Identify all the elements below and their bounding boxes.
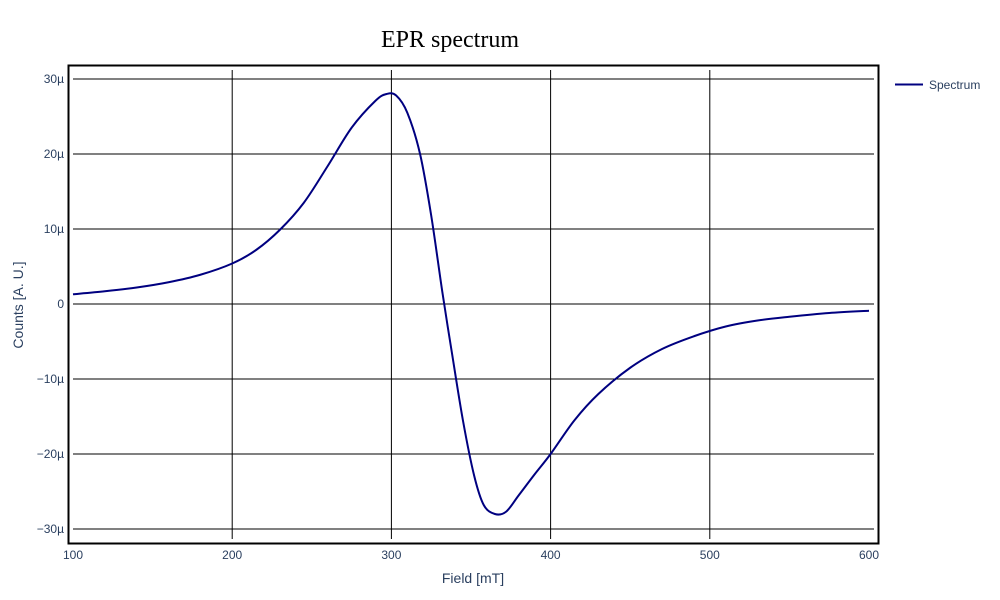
x-tick-label: 400 bbox=[541, 548, 561, 562]
legend-label-spectrum: Spectrum bbox=[929, 78, 980, 92]
x-tick-label: 300 bbox=[381, 548, 401, 562]
y-tick-label: 30µ bbox=[44, 72, 64, 86]
y-tick-label: 0 bbox=[57, 297, 64, 311]
tick-labels: 100 200 300 400 500 600 −30µ −20µ −10µ 0 10µ 20µ 30µ bbox=[37, 72, 880, 562]
grid bbox=[73, 70, 874, 539]
y-axis-title: Counts [A. U.] bbox=[10, 261, 26, 348]
y-tick-label: 20µ bbox=[44, 147, 64, 161]
y-tick-label: −20µ bbox=[37, 447, 64, 461]
x-tick-label: 500 bbox=[700, 548, 720, 562]
x-axis-title: Field [mT] bbox=[442, 570, 504, 586]
x-tick-label: 600 bbox=[859, 548, 879, 562]
legend[interactable]: Spectrum bbox=[895, 78, 980, 92]
series-layer bbox=[72, 92, 870, 516]
y-tick-label: 10µ bbox=[44, 222, 64, 236]
x-tick-label: 200 bbox=[222, 548, 242, 562]
plot-border bbox=[67, 64, 880, 545]
x-tick-label: 100 bbox=[63, 548, 83, 562]
series-line-spectrum bbox=[72, 92, 870, 516]
y-tick-label: −10µ bbox=[37, 372, 64, 386]
y-tick-label: −30µ bbox=[37, 522, 64, 536]
chart-title: EPR spectrum bbox=[381, 27, 519, 53]
